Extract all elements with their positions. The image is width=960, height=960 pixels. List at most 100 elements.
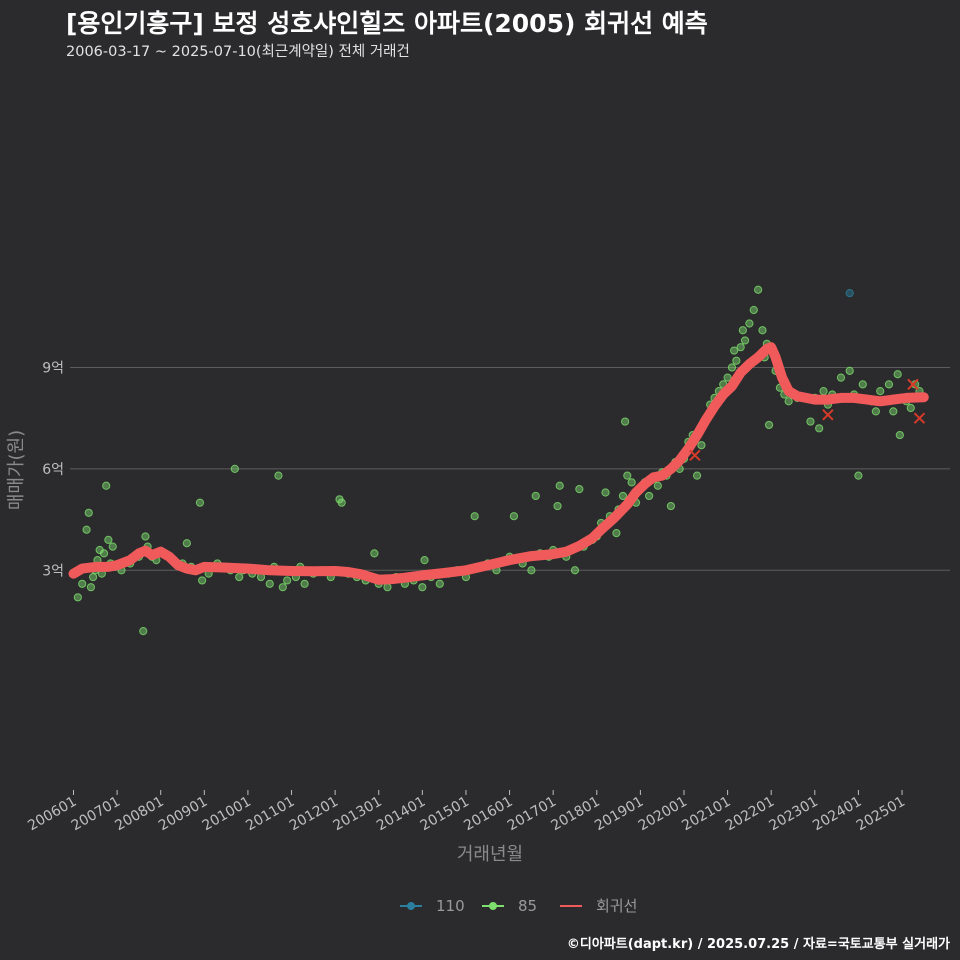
legend-key-point xyxy=(489,902,497,910)
data-point-s85 xyxy=(139,627,148,636)
data-point-s85 xyxy=(283,576,292,585)
legend-key-point xyxy=(407,902,415,910)
x-axis-title: 거래년월 xyxy=(457,844,523,865)
data-point-s85 xyxy=(618,491,628,501)
highlight-marker xyxy=(913,412,926,424)
data-point-s85 xyxy=(104,535,113,544)
highlight-marker xyxy=(907,378,919,391)
data-point-s85 xyxy=(601,488,610,497)
x-tick-label: 201701 xyxy=(505,794,559,835)
data-point-s85 xyxy=(82,525,91,534)
x-tick-label: 201601 xyxy=(461,794,515,835)
x-tick-label: 202401 xyxy=(810,794,864,835)
regression-line xyxy=(68,342,929,585)
x-tick-label: 200801 xyxy=(112,794,166,835)
x-tick-label: 202201 xyxy=(723,794,777,835)
data-point-s85 xyxy=(627,478,636,487)
data-point-s85 xyxy=(895,430,904,440)
data-point-s85 xyxy=(99,549,109,558)
data-point-s85 xyxy=(337,498,346,507)
data-point-s85 xyxy=(645,491,654,501)
data-point-s85 xyxy=(531,491,540,501)
data-point-s85 xyxy=(738,326,747,335)
data-point-s85 xyxy=(78,579,87,588)
data-point-s85 xyxy=(815,424,824,433)
x-tick-label: 201501 xyxy=(418,794,472,835)
data-point-s85 xyxy=(553,501,562,511)
data-point-s85 xyxy=(274,471,283,480)
data-point-s85 xyxy=(470,512,479,521)
data-point-s85 xyxy=(235,572,244,582)
data-point-s85 xyxy=(198,576,207,585)
x-tick-label: 200901 xyxy=(156,794,210,835)
data-point-s85 xyxy=(653,481,662,490)
x-tick-label: 202301 xyxy=(767,794,821,835)
data-point-s85 xyxy=(884,380,894,389)
data-point-s85 xyxy=(86,583,96,592)
data-point-s85 xyxy=(889,407,898,416)
data-point-s85 xyxy=(858,380,867,389)
y-tick-label: 9억 xyxy=(42,360,64,376)
x-tick-label: 201201 xyxy=(287,794,341,835)
legend-label-s85: 85 xyxy=(518,897,537,915)
data-point-s85 xyxy=(89,572,98,582)
y-tick-label: 6억 xyxy=(42,462,64,478)
data-point-s85 xyxy=(435,579,444,588)
data-point-s85 xyxy=(697,441,706,450)
data-point-s85 xyxy=(108,542,117,551)
x-tick-label: 200701 xyxy=(69,794,123,835)
data-point-s85 xyxy=(509,512,519,521)
legend-label-regression: 회귀선 xyxy=(596,897,637,915)
data-point-s85 xyxy=(876,387,885,396)
data-point-s85 xyxy=(527,566,536,575)
data-point-s85 xyxy=(893,370,902,379)
data-point-s85 xyxy=(420,556,429,565)
data-point-s85 xyxy=(723,373,732,382)
data-point-s85 xyxy=(854,471,863,480)
data-point-s85 xyxy=(182,539,191,548)
data-point-s85 xyxy=(141,532,150,541)
data-point-s85 xyxy=(730,346,739,355)
data-point-s85 xyxy=(749,305,758,315)
data-point-s85 xyxy=(230,464,239,473)
data-point-s85 xyxy=(370,549,379,558)
x-tick-label: 202101 xyxy=(679,794,733,835)
data-point-s85 xyxy=(764,420,774,430)
data-point-s85 xyxy=(623,471,632,480)
data-point-s85 xyxy=(906,403,915,413)
x-tick-label: 201401 xyxy=(374,794,428,835)
data-point-s85 xyxy=(727,363,737,372)
data-point-s85 xyxy=(836,373,846,382)
x-tick-label: 201301 xyxy=(330,794,384,835)
data-point-s85 xyxy=(195,498,205,507)
data-point-s85 xyxy=(666,501,676,511)
data-point-s85 xyxy=(758,326,767,335)
y-axis-title: 매매가(원) xyxy=(6,430,27,510)
data-point-s85 xyxy=(784,397,793,406)
legend-label-s110: 110 xyxy=(436,897,465,915)
x-tick-label: 201001 xyxy=(200,794,254,835)
y-tick-label: 3억 xyxy=(42,563,64,579)
data-point-s110 xyxy=(845,288,854,298)
x-tick-label: 200601 xyxy=(25,794,79,835)
x-tick-label: 201101 xyxy=(243,794,297,835)
x-tick-label: 201901 xyxy=(592,794,646,835)
data-point-s85 xyxy=(570,566,580,575)
source-credit: ©디아파트(dapt.kr) / 2025.07.25 / 자료=국토교통부 실… xyxy=(566,937,950,952)
x-tick-label: 202501 xyxy=(854,794,908,835)
data-point-s85 xyxy=(819,387,828,396)
data-point-s85 xyxy=(418,583,427,592)
data-point-s85 xyxy=(612,528,621,538)
data-point-s85 xyxy=(692,471,702,480)
x-tick-label: 202001 xyxy=(636,794,690,835)
data-point-s85 xyxy=(736,343,745,352)
data-point-s85 xyxy=(621,417,630,426)
data-point-s85 xyxy=(73,593,82,602)
data-point-s85 xyxy=(102,481,111,490)
x-tick-label: 201801 xyxy=(548,794,602,835)
data-point-s85 xyxy=(555,481,564,490)
data-point-s85 xyxy=(278,583,287,592)
data-point-s85 xyxy=(84,508,93,517)
data-point-s85 xyxy=(265,579,274,588)
